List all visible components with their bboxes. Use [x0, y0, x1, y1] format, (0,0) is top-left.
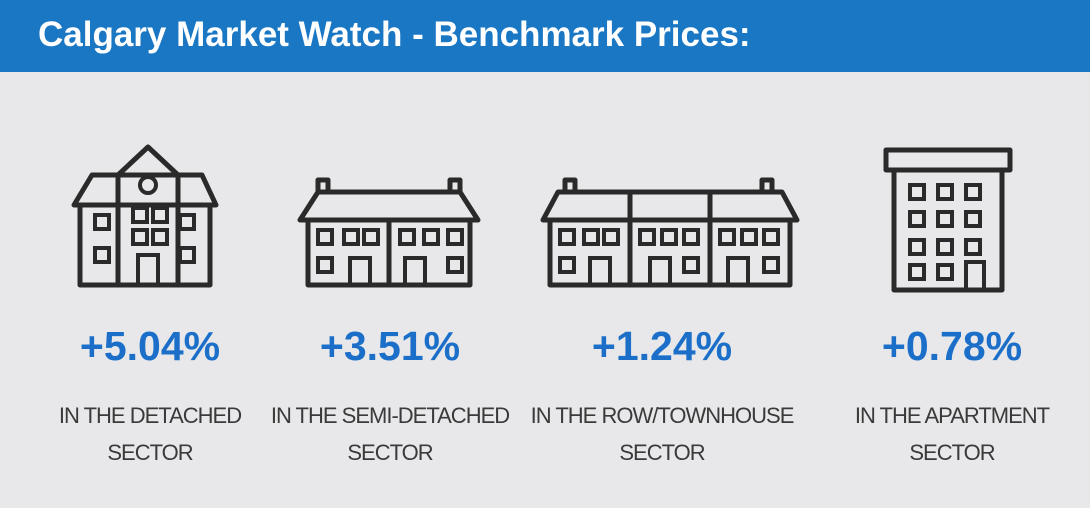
header-bar — [0, 0, 1090, 72]
sector-label: SECTOR — [107, 440, 192, 465]
change-value: +0.78% — [882, 323, 1022, 369]
sector-label: SECTOR — [347, 440, 432, 465]
detached-icon — [71, 144, 219, 288]
apartment-icon — [883, 147, 1013, 293]
sector-label: SECTOR — [619, 440, 704, 465]
header-title: Calgary Market Watch - Benchmark Prices: — [38, 15, 751, 54]
row-icon — [540, 177, 800, 288]
sector-label: IN THE ROW/TOWNHOUSE — [531, 403, 794, 428]
change-value: +5.04% — [80, 323, 220, 369]
semi-detached-icon — [297, 177, 481, 288]
change-value: +3.51% — [320, 323, 460, 369]
sector-label: SECTOR — [909, 440, 994, 465]
sector-label: IN THE APARTMENT — [855, 403, 1050, 428]
sector-label: IN THE DETACHED — [59, 403, 241, 428]
sector-label: IN THE SEMI-DETACHED — [271, 403, 509, 428]
change-value: +1.24% — [592, 323, 732, 369]
